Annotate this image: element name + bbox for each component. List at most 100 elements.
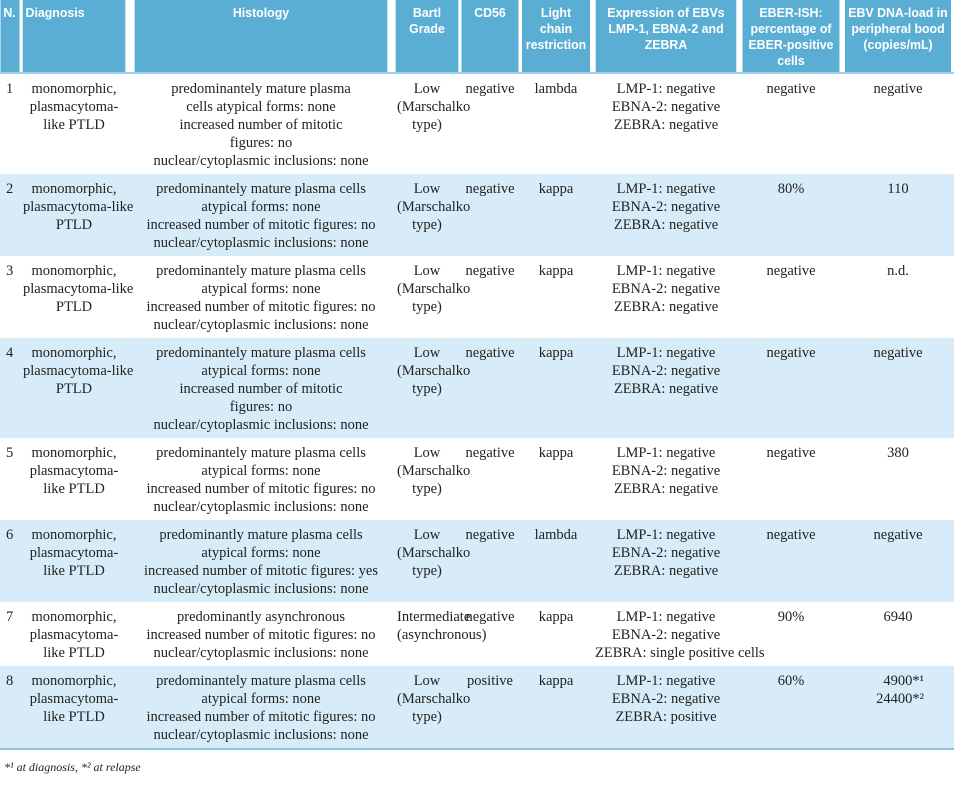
cell-number: 5	[6, 445, 14, 461]
cell-light-chain: kappa	[520, 174, 592, 256]
cell-eber-ish: 90%	[777, 609, 805, 625]
cell-line: predominantely mature plasma cells	[156, 263, 366, 279]
cell-line: type)	[412, 117, 442, 133]
column-header: N.	[0, 0, 20, 74]
cell-ebv-dna-load: 4900*¹ 24400*²	[842, 666, 954, 750]
cell-light-chain: kappa	[520, 338, 592, 438]
cell-line: plasmacytoma-	[29, 545, 119, 561]
cell-line: like PTLD	[43, 709, 105, 725]
cell-line: nuclear/cytoplasmic inclusions: none	[153, 417, 369, 433]
cell-cd56: negative	[465, 445, 515, 461]
cell-diagnosis: monomorphic, plasmacytoma-like PTLD	[20, 438, 128, 520]
table-row: 4 monomorphic, plasmacytoma-like PTLD predom…	[0, 338, 954, 438]
column-header: EBV DNA-load in peripheral bood (copies/…	[844, 0, 952, 74]
cell-line: negative	[873, 81, 923, 97]
cell-line: atypical forms: none	[201, 199, 321, 215]
cell-line: (Marschalko	[397, 463, 471, 479]
cell-line: nuclear/cytoplasmic inclusions: none	[153, 645, 369, 661]
cell-ebv-dna-load: negative	[842, 73, 954, 174]
cell-line: monomorphic,	[31, 445, 117, 461]
cell-histology: predominantly mature plasma cells atypica…	[128, 520, 394, 602]
cell-number: 6	[0, 520, 20, 602]
cell-line: (Marschalko	[397, 99, 471, 115]
cell-line: EBNA-2: negative	[611, 363, 721, 379]
table-row: 1 monomorphic, plasmacytoma-like PTLD predo…	[0, 73, 954, 174]
cell-number: 2	[0, 174, 20, 256]
cell-line: Low	[413, 445, 441, 461]
cell-ebv-expression: LMP-1: negative EBNA-2: negative ZEBRA: ne…	[592, 174, 740, 256]
cell-line: Low	[413, 673, 441, 689]
cell-line: increased number of mitotic figures: yes	[144, 563, 378, 579]
column-header: Diagnosis	[22, 0, 126, 74]
cell-bartl-grade: Low (Marschalko type)	[394, 174, 470, 256]
cell-histology: predominantely mature plasma cells atypic…	[128, 666, 394, 750]
cell-line: type)	[412, 381, 442, 397]
cell-cd56: negative	[460, 174, 520, 256]
cell-line: Low	[413, 181, 441, 197]
cell-eber-ish: 60%	[740, 666, 842, 750]
cell-line: LMP-1: negative	[616, 445, 716, 461]
cell-diagnosis: monomorphic, plasmacytoma-like PTLD	[20, 256, 134, 338]
cell-line: plasmacytoma-like	[23, 363, 134, 379]
cell-line: Low	[413, 527, 441, 543]
cell-line: EBNA-2: negative	[611, 691, 721, 707]
cell-diagnosis: monomorphic, plasmacytoma-like PTLD	[20, 174, 134, 256]
cell-line: nuclear/cytoplasmic inclusions: none	[153, 499, 369, 515]
cell-line: increased number of mitotic figures: no	[146, 481, 376, 497]
cell-bartl-grade: Low (Marschalko type)	[394, 338, 471, 438]
cell-diagnosis: monomorphic, plasmacytoma-like PTLD	[20, 602, 128, 666]
cell-number: 7	[6, 609, 14, 625]
cell-histology: predominantely mature plasma cells atypic…	[128, 73, 394, 174]
cell-line: nuclear/cytoplasmic inclusions: none	[153, 727, 369, 743]
cell-ebv-dna-load: 6940	[842, 602, 954, 666]
cell-line: atypical forms: none	[201, 281, 321, 297]
cell-line: like PTLD	[43, 117, 105, 133]
cell-line: monomorphic,	[31, 345, 117, 361]
table-row: 3 monomorphic, plasmacytoma-like PTLD predom…	[0, 256, 954, 338]
cell-line: like PTLD	[43, 481, 105, 497]
cell-line: ZEBRA: negative	[613, 217, 719, 233]
cell-line: n.d.	[887, 263, 909, 279]
cell-cd56: negative	[465, 609, 515, 625]
cell-histology: predominantely mature plasma cells atypic…	[128, 256, 394, 338]
cell-line: EBNA-2: negative	[611, 463, 721, 479]
cell-line: monomorphic,	[31, 263, 117, 279]
cell-light-chain: lambda	[534, 81, 578, 97]
cell-line: monomorphic,	[31, 181, 117, 197]
cell-line: Intermediate	[397, 609, 471, 625]
cell-line: monomorphic,	[31, 527, 117, 543]
cell-light-chain: kappa	[538, 609, 574, 625]
cell-bartl-grade: Low (Marschalko type)	[394, 520, 470, 602]
table-row: 2 monomorphic, plasmacytoma-like PTLD predom…	[0, 174, 954, 256]
cell-line: plasmacytoma-	[29, 463, 119, 479]
cell-line: LMP-1: negative	[616, 527, 716, 543]
cell-histology: predominantely mature plasma cells atypic…	[128, 338, 394, 438]
cell-line: EBNA-2: negative	[611, 199, 721, 215]
cell-line: (Marschalko	[397, 281, 471, 297]
cell-ebv-dna-load: 110	[842, 174, 954, 256]
cell-line: LMP-1: negative	[616, 673, 716, 689]
cell-line: EBNA-2: negative	[611, 545, 721, 561]
cell-line: monomorphic,	[31, 673, 117, 689]
cell-line: LMP-1: negative	[616, 181, 716, 197]
table-row: 7 monomorphic, plasmacytoma-like PTLD predo…	[0, 602, 954, 666]
cell-line: plasmacytoma-	[29, 99, 119, 115]
cell-histology: predominantely mature plasma cells atypic…	[128, 438, 394, 520]
cell-line: type)	[412, 481, 442, 497]
cell-line: type)	[412, 217, 442, 233]
cell-diagnosis: monomorphic, plasmacytoma-like PTLD	[20, 73, 128, 174]
cell-line: plasmacytoma-like	[23, 281, 134, 297]
cell-eber-ish: 80%	[740, 174, 842, 256]
cell-line: type)	[412, 299, 442, 315]
cell-line: plasmacytoma-like	[23, 199, 134, 215]
cell-light-chain: kappa	[538, 263, 574, 279]
cell-ebv-expression: LMP-1: negative EBNA-2: negative ZEBRA: si…	[592, 602, 765, 666]
cell-histology: predominantely mature plasma cells atypic…	[128, 174, 394, 256]
cell-number: 1	[6, 81, 14, 97]
cell-diagnosis: monomorphic, plasmacytoma-like PTLD	[20, 338, 134, 438]
cell-line: Low	[413, 345, 441, 361]
cell-line: type)	[412, 709, 442, 725]
cell-light-chain: lambda	[520, 520, 592, 602]
cell-eber-ish: negative	[740, 520, 842, 602]
cell-line: (Marschalko	[397, 363, 471, 379]
